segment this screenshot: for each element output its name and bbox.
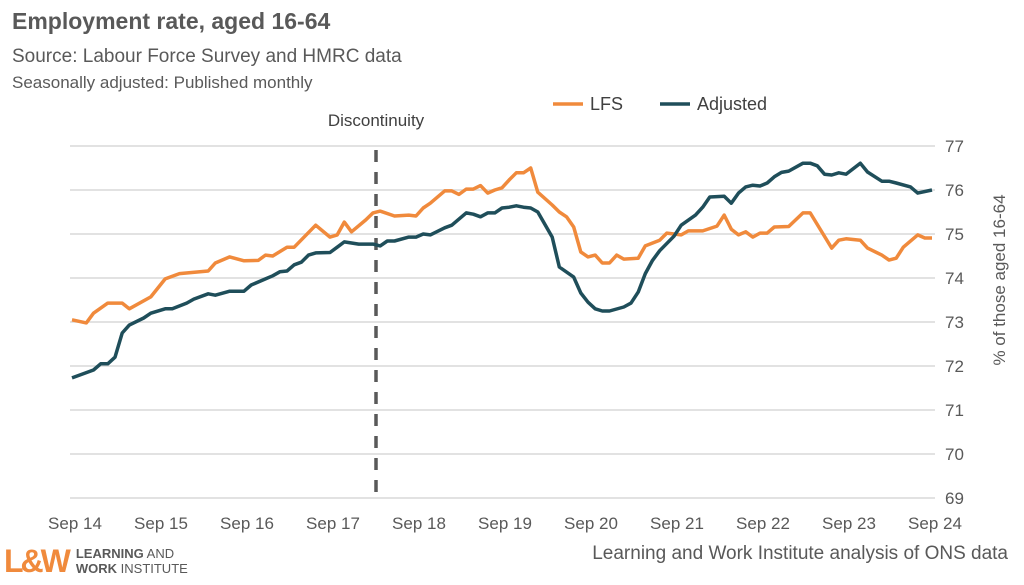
x-axis-ticks: Sep 14 Sep 15 Sep 16 Sep 17 Sep 18 Sep 19 Sep … xyxy=(48,514,962,533)
x-tick-label: Sep 21 xyxy=(650,514,704,533)
logo-mark: L&W xyxy=(4,543,71,579)
series-lines xyxy=(71,161,933,380)
x-tick-label: Sep 14 xyxy=(48,514,102,533)
y-tick-label: 71 xyxy=(945,401,964,420)
x-tick-label: Sep 18 xyxy=(392,514,446,533)
y-axis-label: % of those aged 16-64 xyxy=(990,194,1009,365)
x-tick-label: Sep 19 xyxy=(478,514,532,533)
y-tick-label: 73 xyxy=(945,313,964,332)
legend: LFS Adjusted xyxy=(553,94,767,114)
chart-title: Employment rate, aged 16-64 xyxy=(12,8,331,34)
legend-label: Adjusted xyxy=(697,94,767,114)
y-tick-label: 69 xyxy=(945,489,964,508)
y-axis-ticks: 69 70 71 72 73 74 75 76 77 xyxy=(945,137,964,508)
chart-subtitle-secondary: Seasonally adjusted: Published monthly xyxy=(12,73,313,92)
gridlines xyxy=(70,145,935,499)
source-note: Learning and Work Institute analysis of … xyxy=(592,543,1008,564)
x-tick-label: Sep 16 xyxy=(220,514,274,533)
logo: L&W LEARNING AND WORK INSTITUTE xyxy=(4,543,188,579)
legend-label: LFS xyxy=(590,94,623,114)
x-tick-label: Sep 23 xyxy=(822,514,876,533)
series-line-adjusted xyxy=(71,161,933,380)
y-tick-label: 77 xyxy=(945,137,964,156)
y-tick-label: 76 xyxy=(945,181,964,200)
x-tick-label: Sep 15 xyxy=(134,514,188,533)
x-tick-label: Sep 20 xyxy=(564,514,618,533)
logo-text: LEARNING AND WORK INSTITUTE xyxy=(75,546,188,576)
x-tick-label: Sep 22 xyxy=(736,514,790,533)
y-tick-label: 70 xyxy=(945,445,964,464)
chart-subtitle: Source: Labour Force Survey and HMRC dat… xyxy=(12,46,402,67)
y-tick-label: 75 xyxy=(945,225,964,244)
discontinuity-annotation: Discontinuity xyxy=(328,111,425,498)
y-tick-label: 72 xyxy=(945,357,964,376)
x-tick-label: Sep 24 xyxy=(908,514,962,533)
discontinuity-label: Discontinuity xyxy=(328,111,425,130)
x-tick-label: Sep 17 xyxy=(306,514,360,533)
series-line-lfs xyxy=(71,166,932,325)
y-tick-label: 74 xyxy=(945,269,964,288)
